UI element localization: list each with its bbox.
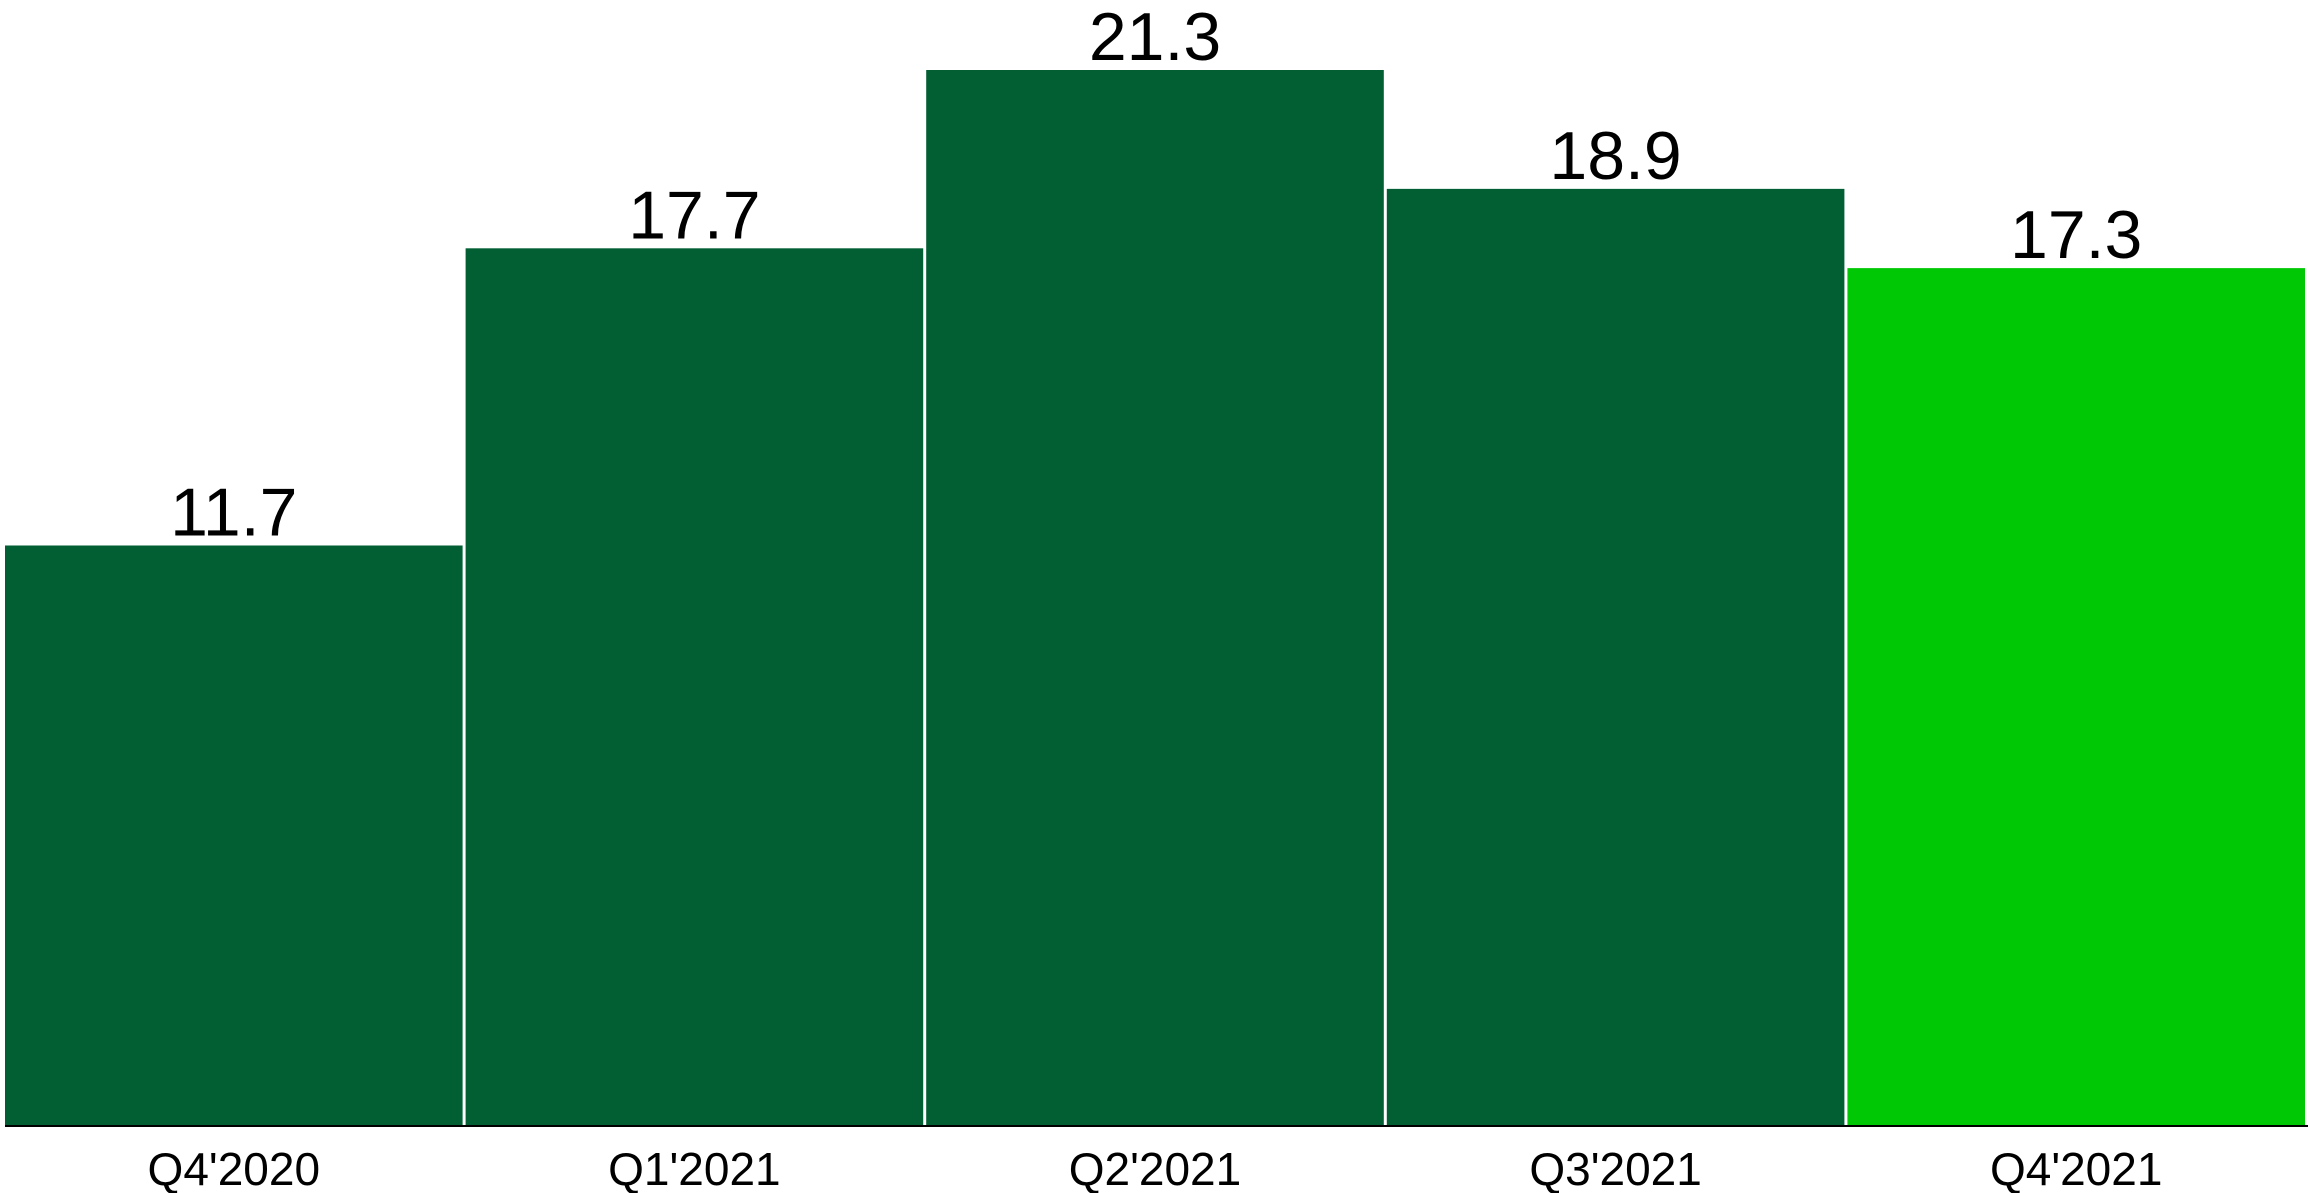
bar-q2-2021	[926, 70, 1384, 1125]
bars-layer	[5, 70, 2305, 1125]
bar-value-label: 17.3	[2010, 197, 2142, 273]
bar-q1-2021	[465, 248, 924, 1125]
x-tick-label: Q1'2021	[608, 1143, 780, 1193]
bar-value-label: 11.7	[170, 474, 297, 550]
x-tick-labels-layer: Q4'2020 Q1'2021 Q2'2021 Q3'2021 Q4'2021	[148, 1143, 2163, 1193]
bar-q3-2021	[1386, 188, 1845, 1125]
x-tick-label: Q3'2021	[1529, 1143, 1701, 1193]
x-tick-label: Q4'2021	[1990, 1143, 2162, 1193]
bar-value-label: 17.7	[628, 177, 760, 253]
bar-q4-2020	[5, 545, 463, 1125]
x-tick-label: Q2'2021	[1069, 1143, 1241, 1193]
x-tick-label: Q4'2020	[148, 1143, 320, 1193]
value-labels-layer: 11.7 17.7 21.3 18.9 17.3	[170, 0, 2142, 550]
bar-value-label: 21.3	[1089, 0, 1221, 75]
bar-value-label: 18.9	[1549, 118, 1681, 194]
bar-q4-2021	[1847, 268, 2305, 1125]
